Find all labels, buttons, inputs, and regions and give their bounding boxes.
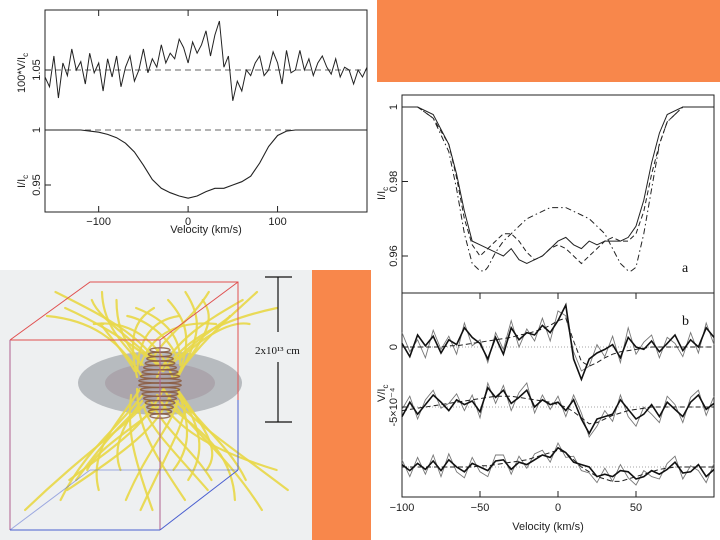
x-tick-label: 0	[555, 502, 561, 514]
chart-right-xlabel: Velocity (km/s)	[512, 521, 584, 533]
y-tick-label: 0	[388, 344, 400, 350]
panel-b-thick-trace	[401, 302, 715, 382]
orange-block-top-right	[377, 0, 720, 82]
chart-left-intensity-series	[45, 129, 367, 199]
field-line	[24, 399, 149, 512]
panel-a-series-solid	[402, 106, 714, 265]
field-line	[100, 322, 136, 373]
box-top-right	[159, 281, 239, 341]
field-line	[66, 393, 172, 492]
panel-a-series-dashdot	[402, 106, 714, 272]
box-bottom-left	[9, 469, 91, 531]
box-bottom-right	[159, 469, 239, 531]
x-tick-label: −100	[390, 502, 415, 514]
panel-b-model-trace	[402, 317, 714, 367]
panel-b-thin-trace	[401, 381, 715, 438]
field-line	[116, 399, 144, 472]
y-tick-label: 0.95	[31, 174, 43, 195]
x-tick-label: 50	[630, 502, 642, 514]
x-tick-label: 0	[185, 216, 191, 228]
magnetic-field-illustration: 2x10¹³ cm	[0, 270, 312, 540]
field-line	[169, 405, 236, 502]
panel-b-thick-trace	[401, 446, 715, 480]
panel-b-ylabel: V/Ic	[376, 385, 390, 402]
chart-left-upper-ylabel: 100*V/Ic	[16, 53, 30, 93]
y-tick-label: -5×10⁻⁴	[388, 387, 400, 426]
field-line	[178, 322, 251, 361]
panel-b-thick-trace	[401, 386, 715, 436]
panel-a-series-dashed	[402, 106, 714, 265]
chart-left-frame	[44, 9, 368, 213]
field-line	[172, 387, 189, 472]
field-line	[131, 306, 156, 379]
chart-right: −100 −50 0 50 1 0.98 0.96 0 -5×10⁻⁴ a b Velocity…	[376, 94, 715, 533]
y-tick-label: 0.96	[388, 245, 400, 266]
field-line	[136, 314, 180, 373]
panel-b-label: b	[682, 314, 689, 329]
panel-b-thin-trace	[401, 441, 715, 486]
field-line	[179, 393, 201, 482]
panel-b-model-trace	[402, 449, 714, 482]
chart-left: −100 0 100 1.05 1 0.95 Velocity (km/s) 100*V/…	[16, 9, 368, 236]
y-tick-label: 1.05	[31, 59, 43, 80]
x-tick-label: 100	[268, 216, 286, 228]
panel-b-thin-trace	[401, 310, 715, 372]
chart-left-lower-ylabel: I/Ic	[16, 175, 30, 188]
panel-a-ylabel: I/Ic	[376, 187, 390, 200]
field-line	[64, 306, 152, 361]
field-line	[126, 314, 179, 361]
y-tick-label: 1	[388, 104, 400, 110]
bounding-box	[9, 281, 239, 531]
box-top-edges	[9, 281, 239, 400]
field-line	[100, 290, 144, 367]
field-lines-group	[24, 290, 289, 512]
y-tick-label: 0.98	[388, 171, 400, 192]
field-line	[59, 393, 144, 502]
chart-left-xlabel: Velocity (km/s)	[170, 224, 242, 236]
scale-bar	[265, 276, 292, 423]
field-line	[167, 298, 188, 373]
x-tick-label: −100	[86, 216, 111, 228]
chart-left-stokes-v-series	[44, 20, 368, 101]
panel-a-label: a	[682, 261, 689, 276]
field-line	[124, 399, 180, 502]
scale-label: 2x10¹³ cm	[255, 345, 300, 357]
y-tick-label: 1	[31, 127, 43, 133]
orange-block-mid	[312, 270, 371, 540]
x-tick-label: −50	[471, 502, 490, 514]
